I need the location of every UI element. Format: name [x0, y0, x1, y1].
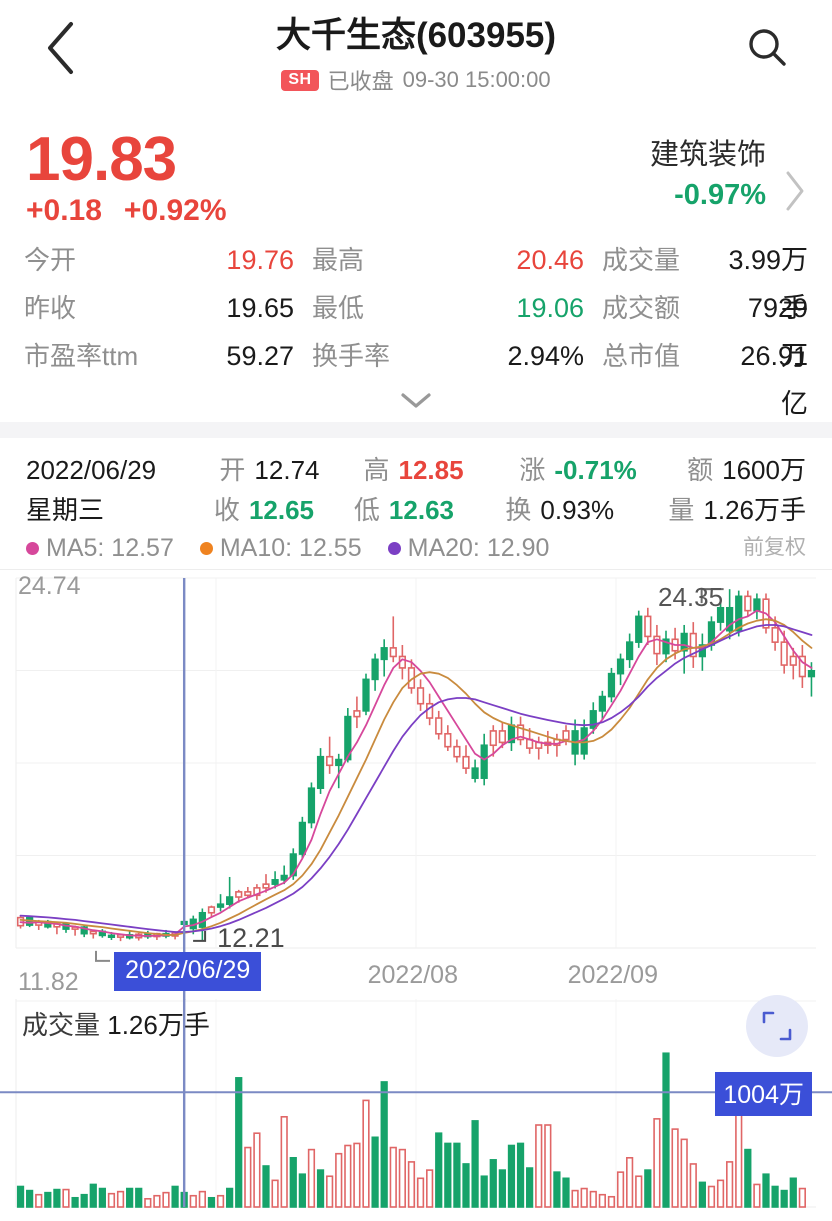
low-label: 低 — [353, 495, 380, 525]
price-change-percent: +0.92% — [123, 194, 227, 227]
turnover-label: 换 — [505, 495, 532, 525]
chevron-right-icon[interactable] — [782, 168, 808, 214]
volume-value-badge: 1004万 — [715, 1072, 812, 1117]
ma10-label: MA10: 12.55 — [219, 534, 362, 562]
low-value: 12.63 — [388, 495, 454, 525]
ma5-label: MA5: 12.57 — [46, 534, 174, 562]
ma-legend: MA5: 12.57 MA10: 12.55 MA20: 12.90 前复权 — [0, 530, 832, 569]
crosshair-readout: 2022/06/29 开 12.74 高 12.85 涨 -0.71% 额 1600万 … — [0, 438, 832, 530]
header-subtitle: SH 已收盘 09-30 15:00:00 — [0, 64, 832, 96]
ma20-label: MA20: 12.90 — [407, 534, 550, 562]
legend-item-ma10[interactable]: MA10: 12.55 — [199, 534, 362, 563]
stat-value: 59.27 — [226, 341, 294, 371]
amount-value: 1600万 — [722, 455, 806, 485]
volume-chart[interactable]: 成交量 1.26万手 1004万 — [0, 995, 832, 1221]
page-title: 大千生态(603955) — [275, 16, 557, 55]
volume-title-value: 1.26万手 — [107, 1010, 210, 1040]
stat-label: 最高 — [312, 245, 365, 275]
x-tick-label: 2022/09 — [567, 961, 658, 989]
stat-value: 19.65 — [226, 293, 294, 323]
stat-value: 7929万 — [747, 293, 808, 371]
stat-label: 最低 — [312, 293, 365, 323]
high-label: 高 — [363, 455, 390, 485]
ma5-color-dot — [26, 542, 39, 555]
volume-value: 1.26万手 — [703, 495, 806, 525]
search-button[interactable] — [738, 18, 798, 78]
stat-value: 3.99万手 — [728, 245, 808, 323]
ma10-color-dot — [199, 542, 213, 555]
volume-title: 成交量 1.26万手 — [22, 1005, 210, 1042]
candlestick-chart[interactable]: 12.21 24.74 11.82 24.35 2022/08 2022/09 … — [0, 569, 832, 1000]
open-value: 12.74 — [254, 455, 320, 485]
expand-stats-button[interactable] — [0, 380, 832, 422]
sector-change: -0.97% — [674, 179, 766, 211]
amount-label: 额 — [687, 455, 714, 485]
stat-value: 26.91亿 — [740, 341, 808, 419]
price-change-group: +0.18 +0.92% — [26, 194, 227, 228]
open-label: 开 — [219, 455, 246, 485]
crosshair-date-badge: 2022/06/29 — [114, 952, 262, 991]
fullscreen-icon — [760, 1009, 794, 1043]
high-value: 12.85 — [398, 455, 464, 485]
change-value: -0.71% — [554, 455, 637, 485]
change-label: 涨 — [519, 455, 546, 485]
stat-value: 19.76 — [226, 245, 294, 275]
stat-label: 总市值 — [602, 341, 681, 371]
legend-item-ma20[interactable]: MA20: 12.90 — [387, 534, 550, 563]
market-badge: SH — [281, 69, 319, 91]
market-timestamp: 09-30 15:00:00 — [402, 67, 551, 92]
price-change-absolute: +0.18 — [26, 194, 102, 227]
ma20-color-dot — [387, 542, 401, 555]
volume-label: 量 — [668, 495, 695, 525]
app-header: 大千生态(603955) SH 已收盘 09-30 15:00:00 — [0, 0, 832, 118]
x-tick-label: 2022/08 — [367, 961, 458, 989]
stat-label: 市盈率ttm — [24, 341, 139, 371]
sector-name: 建筑装饰 — [649, 139, 766, 171]
chevron-left-icon — [43, 20, 77, 76]
search-icon — [744, 24, 792, 72]
svg-text:12.21: 12.21 — [217, 923, 285, 953]
market-status: 已收盘 — [327, 69, 394, 94]
close-label: 收 — [213, 495, 240, 525]
turnover-value: 0.93% — [540, 495, 615, 525]
volume-title-label: 成交量 — [22, 1010, 101, 1040]
stat-value: 2.94% — [507, 341, 584, 371]
fullscreen-button[interactable] — [746, 995, 808, 1057]
crosshair-date: 2022/06/29 — [26, 455, 157, 485]
back-button[interactable] — [30, 18, 90, 78]
section-divider — [0, 422, 832, 438]
peak-annotation: 24.35 — [658, 582, 724, 612]
price-chart-svg: 12.21 — [15, 577, 816, 1000]
x-axis: 2022/08 2022/09 — [0, 955, 832, 999]
close-value: 12.65 — [248, 495, 315, 525]
adjust-mode-label: 前复权 — [743, 536, 806, 559]
stat-value: 20.46 — [516, 245, 584, 275]
sector-link[interactable]: 建筑装饰 -0.97% — [650, 136, 766, 214]
chevron-down-icon — [399, 391, 433, 411]
stat-label: 今开 — [24, 245, 77, 275]
stat-label: 换手率 — [312, 341, 391, 371]
stat-value: 19.06 — [516, 293, 584, 323]
header-titles: 大千生态(603955) SH 已收盘 09-30 15:00:00 — [0, 0, 832, 96]
stats-grid: 今开 19.76 最高 20.46 成交量 3.99万手 昨收 19.65 最低… — [0, 236, 832, 419]
legend-item-ma5[interactable]: MA5: 12.57 — [26, 534, 174, 563]
crosshair-row-2: 星期三 收 12.65 低 12.63 换 0.93% 量 1.26万手 — [26, 490, 806, 530]
current-price: 19.83 — [26, 125, 177, 194]
stat-label: 成交额 — [602, 293, 681, 323]
stat-label: 成交量 — [602, 245, 681, 275]
crosshair-row-1: 2022/06/29 开 12.74 高 12.85 涨 -0.71% 额 1600万 — [26, 450, 806, 490]
volume-chart-svg — [0, 999, 832, 1208]
stat-label: 昨收 — [24, 293, 77, 323]
quote-summary: 19.83 +0.18 +0.92% 建筑装饰 -0.97% — [0, 118, 832, 236]
crosshair-weekday: 星期三 — [26, 495, 105, 525]
